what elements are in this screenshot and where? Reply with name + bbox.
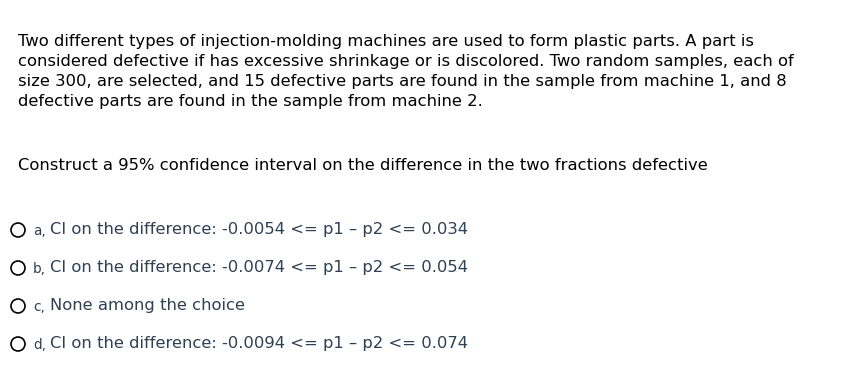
Text: CI on the difference: -0.0054 <= p1 – p2 <= 0.034: CI on the difference: -0.0054 <= p1 – p2… <box>50 222 468 237</box>
Text: d,: d, <box>33 338 46 352</box>
Text: c,: c, <box>33 300 45 314</box>
Text: defective parts are found in the sample from machine 2.: defective parts are found in the sample … <box>18 94 483 109</box>
Text: Two different types of injection-molding machines are used to form plastic parts: Two different types of injection-molding… <box>18 34 754 49</box>
Text: Construct a 95% confidence interval on the difference in the two fractions defec: Construct a 95% confidence interval on t… <box>18 158 707 173</box>
Text: CI on the difference: -0.0074 <= p1 – p2 <= 0.054: CI on the difference: -0.0074 <= p1 – p2… <box>50 260 468 275</box>
Text: size 300, are selected, and 15 defective parts are found in the sample from mach: size 300, are selected, and 15 defective… <box>18 74 786 89</box>
Text: None among the choice: None among the choice <box>50 298 245 313</box>
Text: b,: b, <box>33 262 46 276</box>
Text: considered defective if has excessive shrinkage or is discolored. Two random sam: considered defective if has excessive sh… <box>18 54 794 69</box>
Text: CI on the difference: -0.0094 <= p1 – p2 <= 0.074: CI on the difference: -0.0094 <= p1 – p2… <box>50 336 468 351</box>
Text: a,: a, <box>33 224 46 238</box>
